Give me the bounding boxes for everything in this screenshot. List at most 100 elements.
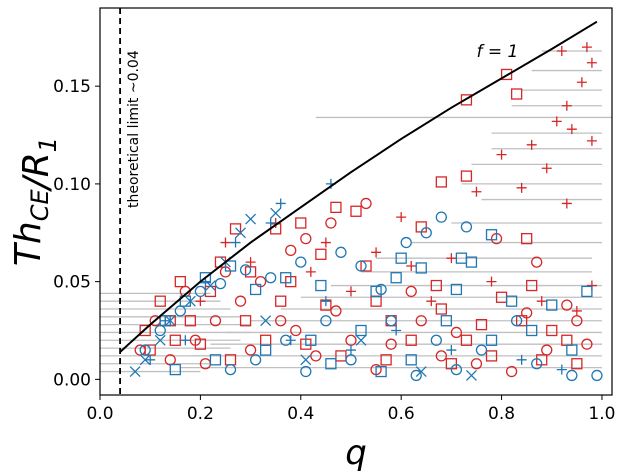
data-point-square	[275, 295, 287, 307]
data-point-square	[460, 170, 473, 182]
data-point-circle	[300, 232, 312, 245]
data-point-circle	[531, 256, 543, 268]
data-point-plus	[496, 149, 507, 160]
data-point-plus	[516, 182, 527, 193]
data-point-square	[460, 94, 473, 106]
data-point-circle	[375, 283, 387, 296]
data-point-square	[485, 229, 498, 241]
data-point-circle	[214, 277, 227, 290]
data-point-plus	[371, 247, 382, 258]
data-point-circle	[265, 272, 277, 284]
data-point-square	[460, 334, 473, 346]
data-point-plus	[561, 198, 572, 209]
data-point-circle	[561, 299, 573, 311]
data-point-circle	[591, 369, 603, 382]
data-point-square	[546, 324, 558, 337]
data-point-square	[169, 363, 181, 376]
data-point-x	[129, 366, 141, 378]
data-point-x	[355, 334, 367, 346]
data-point-square	[179, 295, 191, 307]
data-point-circle	[194, 285, 207, 298]
data-point-circle	[385, 315, 397, 327]
data-point-circle	[571, 315, 583, 327]
data-point-square	[224, 260, 237, 272]
y-label-part: /R	[16, 152, 57, 192]
data-point-plus	[551, 116, 562, 127]
data-point-square	[204, 285, 217, 298]
data-point-circle	[189, 334, 202, 346]
data-point-square	[455, 252, 468, 264]
data-point-plus	[320, 296, 331, 307]
data-point-plus	[345, 345, 356, 356]
x-axis-label: q	[345, 433, 367, 473]
data-point-square	[405, 334, 417, 346]
theoretical-limit-label: theoretical limit ~0.04	[126, 50, 142, 208]
data-point-plus	[541, 163, 552, 174]
data-point-x	[300, 354, 312, 366]
data-point-square	[249, 283, 262, 296]
data-point-square	[526, 279, 538, 292]
data-point-plus	[345, 286, 356, 297]
f1-curve	[119, 20, 598, 353]
data-point-square	[485, 334, 498, 346]
data-point-plus	[180, 335, 191, 346]
error-bars	[100, 50, 612, 373]
data-point-square	[315, 279, 327, 292]
data-point-square	[139, 324, 151, 337]
data-point-square	[521, 232, 533, 245]
data-point-plus	[446, 253, 457, 264]
data-point-circle	[435, 211, 447, 223]
data-point-plus	[576, 77, 587, 88]
f1-curve-group	[119, 8, 598, 395]
data-point-square	[435, 303, 447, 315]
data-point-square	[305, 334, 317, 346]
data-point-circle	[239, 264, 252, 276]
data-point-circle	[450, 363, 463, 376]
axis-labels: q ThCE/R1 theoretical limit ~0.04 f = 1	[8, 42, 518, 473]
y-tick-label: 0.10	[53, 175, 91, 195]
data-point-square	[435, 176, 447, 188]
data-point-circle	[470, 358, 483, 370]
data-point-circle	[295, 256, 307, 268]
data-point-circle	[360, 197, 372, 210]
data-point-square	[295, 217, 307, 229]
data-point-plus	[160, 315, 171, 326]
data-point-square	[169, 334, 181, 346]
data-point-square	[430, 279, 442, 292]
data-point-square	[450, 283, 463, 296]
data-point-circle	[566, 369, 578, 382]
data-point-plus	[275, 198, 286, 209]
data-point-circle	[209, 315, 222, 327]
data-point-square	[515, 315, 528, 327]
data-point-plus	[556, 364, 567, 375]
data-point-square	[566, 344, 578, 356]
data-point-plus	[265, 218, 276, 228]
data-point-circle	[345, 354, 357, 366]
x-tick-label: 0.2	[187, 404, 214, 424]
data-point-square	[500, 68, 513, 81]
data-point-circle	[310, 350, 322, 362]
data-point-plus	[391, 325, 402, 336]
data-point-circle	[280, 334, 292, 346]
data-point-circle	[335, 246, 347, 258]
plot-border	[99, 7, 613, 396]
data-point-square	[485, 350, 498, 362]
x-tick-label: 0.8	[488, 404, 515, 424]
data-point-plus	[586, 57, 597, 68]
data-point-square	[390, 272, 402, 284]
data-point-square	[370, 285, 382, 298]
data-point-square	[229, 223, 242, 235]
data-point-plus	[406, 261, 417, 271]
data-point-square	[280, 272, 292, 284]
y-tick-label: 0.00	[53, 370, 91, 390]
data-point-x	[154, 334, 166, 346]
data-point-plus	[526, 139, 537, 150]
data-point-square	[380, 354, 392, 366]
data-point-plus	[426, 296, 437, 307]
data-point-plus	[195, 296, 206, 307]
data-point-plus	[571, 305, 582, 316]
x-tick-label: 0.4	[287, 404, 314, 424]
data-point-square	[159, 315, 171, 327]
data-point-circle	[400, 236, 412, 249]
data-point-plus	[145, 354, 156, 365]
